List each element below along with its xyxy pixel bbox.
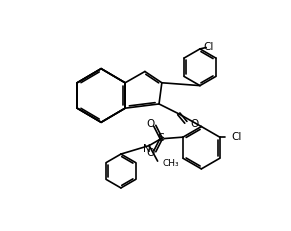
Text: O: O xyxy=(146,119,155,129)
Text: S: S xyxy=(158,133,165,143)
Text: N: N xyxy=(143,144,151,154)
Text: Cl: Cl xyxy=(204,42,214,52)
Text: O: O xyxy=(190,119,198,129)
Text: CH₃: CH₃ xyxy=(162,159,179,168)
Text: O: O xyxy=(146,148,155,158)
Text: Cl: Cl xyxy=(231,132,241,142)
